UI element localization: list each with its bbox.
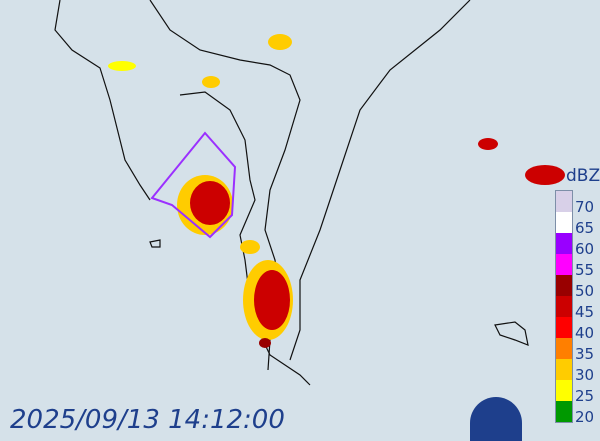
legend-label: 30 [575, 366, 595, 384]
legend-label: 60 [575, 240, 595, 258]
legend-swatch [556, 212, 572, 233]
warning-polygon [150, 131, 237, 239]
legend-swatch [556, 275, 572, 296]
legend-label: 25 [575, 387, 595, 405]
legend-label: 70 [575, 198, 595, 216]
legend-swatch [556, 380, 572, 401]
legend-label: 65 [575, 219, 595, 237]
legend-label: 35 [575, 345, 595, 363]
legend-swatch [556, 296, 572, 317]
radar-echoes [108, 34, 565, 348]
legend-label: 45 [575, 303, 595, 321]
legend-swatch [556, 191, 572, 212]
legend-label: 40 [575, 324, 595, 342]
legend-swatch [556, 401, 572, 422]
timestamp: 2025/09/13 14:12:00 [10, 405, 285, 435]
legend-swatch [556, 359, 572, 380]
legend-swatch [556, 233, 572, 254]
legend-unit: dBZ [566, 166, 600, 186]
legend-label: 50 [575, 282, 595, 300]
legend-swatch [556, 338, 572, 359]
legend-label: 55 [575, 261, 595, 279]
coastlines [54, 0, 529, 386]
color-legend [555, 190, 573, 423]
legend-swatch [556, 254, 572, 275]
cwa-logo [470, 397, 522, 441]
legend-swatch [556, 317, 572, 338]
legend-label: 20 [575, 408, 595, 426]
